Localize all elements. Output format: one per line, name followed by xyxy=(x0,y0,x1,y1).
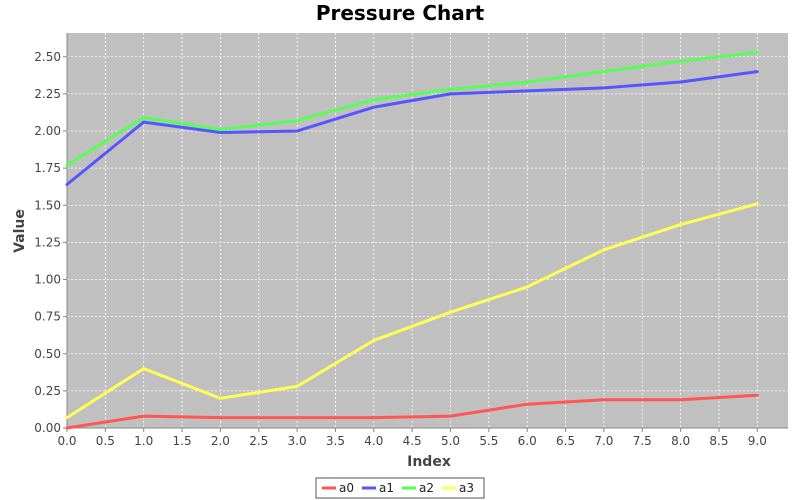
x-tick-label: 6.0 xyxy=(518,434,537,448)
x-tick-label: 3.5 xyxy=(326,434,345,448)
series-line-a3 xyxy=(65,202,759,420)
y-tick-label: 0.25 xyxy=(34,384,61,398)
x-tick-label: 7.5 xyxy=(633,434,652,448)
x-tick-label: 3.0 xyxy=(288,434,307,448)
x-tick-label: 2.0 xyxy=(211,434,230,448)
y-tick-label: 1.50 xyxy=(34,198,61,212)
series-line-a1 xyxy=(65,70,759,186)
x-tick-label: 7.0 xyxy=(594,434,613,448)
legend-label-a2: a2 xyxy=(419,481,434,495)
y-tick-label: 2.50 xyxy=(34,50,61,64)
x-tick-label: 9.0 xyxy=(748,434,767,448)
series-line-a2 xyxy=(65,50,759,167)
x-tick-label: 1.0 xyxy=(134,434,153,448)
x-tick-label: 5.0 xyxy=(441,434,460,448)
y-tick-label: 0.50 xyxy=(34,347,61,361)
x-tick-label: 8.0 xyxy=(671,434,690,448)
y-tick-label: 0.00 xyxy=(34,421,61,435)
legend: a0 a1 a2 a3 xyxy=(315,477,485,499)
x-tick-label: 8.5 xyxy=(709,434,728,448)
y-tick-label: 2.25 xyxy=(34,87,61,101)
y-tick-label: 1.75 xyxy=(34,161,61,175)
x-axis-label: Index xyxy=(407,454,451,470)
chart-title: Pressure Chart xyxy=(316,1,485,25)
y-tick-label: 0.75 xyxy=(34,310,61,324)
x-tick-label: 0.5 xyxy=(96,434,115,448)
series-lines xyxy=(65,50,759,430)
legend-label-a0: a0 xyxy=(339,481,354,495)
x-tick-label: 0.0 xyxy=(57,434,76,448)
x-tick-label: 1.5 xyxy=(173,434,192,448)
series-line-a0 xyxy=(65,393,759,430)
y-axis-label: Value xyxy=(12,209,28,253)
legend-label-a3: a3 xyxy=(459,481,474,495)
x-tick-label: 5.5 xyxy=(479,434,498,448)
legend-label-a1: a1 xyxy=(379,481,394,495)
axes: 0.0 0.5 1.0 1.5 2.0 2.5 3.0 3.5 4.0 4.5 5.0 5.5 6.0 6… xyxy=(34,33,788,448)
x-tick-label: 6.5 xyxy=(556,434,575,448)
x-tick-label: 2.5 xyxy=(249,434,268,448)
x-tick-label: 4.0 xyxy=(364,434,383,448)
legend-box xyxy=(315,477,485,499)
y-tick-label: 1.00 xyxy=(34,273,61,287)
y-tick-label: 2.00 xyxy=(34,124,61,138)
y-tick-label: 1.25 xyxy=(34,235,61,249)
x-tick-label: 4.5 xyxy=(403,434,422,448)
